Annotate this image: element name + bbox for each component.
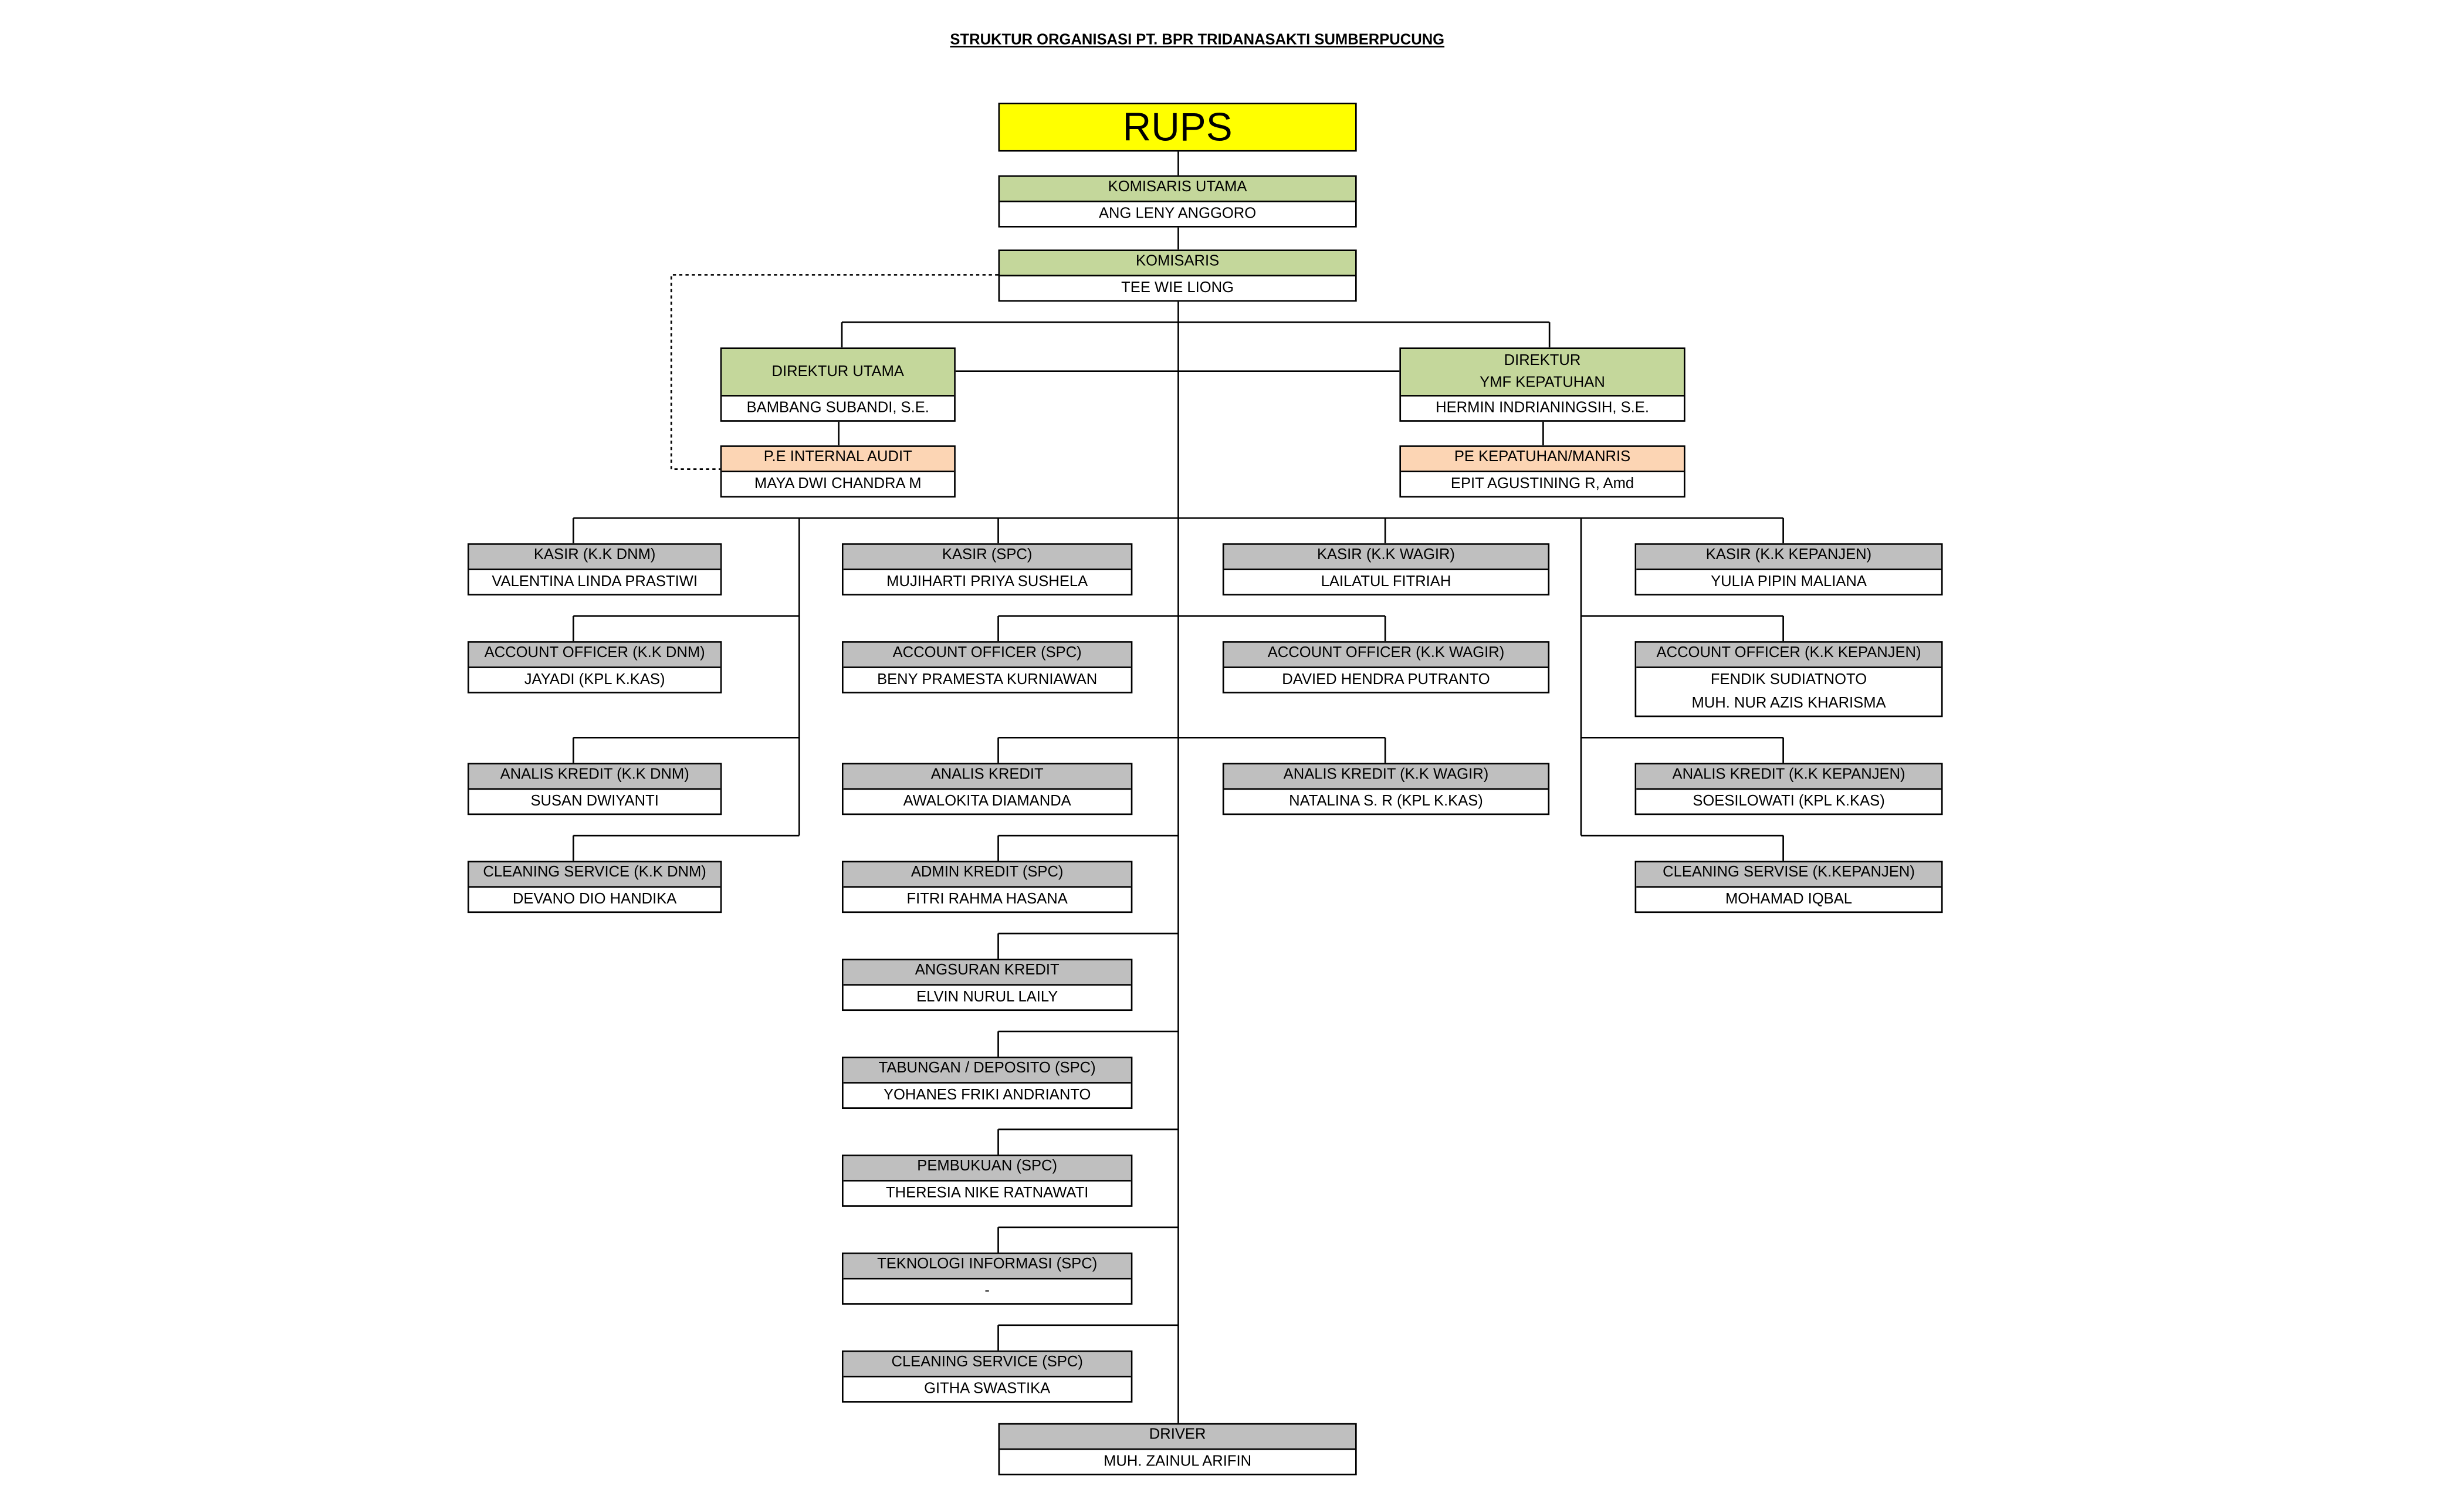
- position-title: PEMBUKUAN (SPC): [843, 1156, 1131, 1181]
- org-box-analis-kredit: ANALIS KREDIT AWALOKITA DIAMANDA: [841, 763, 1133, 814]
- org-box-komisaris-utama: KOMISARIS UTAMA ANG LENY ANGGORO: [998, 175, 1357, 227]
- org-box-direktur-ymf-kepatuhan: DIREKTUR YMF KEPATUHAN HERMIN INDRIANINGS…: [1399, 347, 1685, 422]
- person-name: DEVANO DIO HANDIKA: [512, 890, 677, 908]
- org-box-cleaning-service-spc: CLEANING SERVICE (SPC) GITHA SWASTIKA: [841, 1350, 1133, 1402]
- position-title: ADMIN KREDIT (SPC): [843, 862, 1131, 887]
- org-box-p-e-internal-audit: P.E INTERNAL AUDIT MAYA DWI CHANDRA M: [720, 445, 956, 497]
- org-box-driver: DRIVER MUH. ZAINUL ARIFIN: [998, 1423, 1357, 1475]
- org-box-teknologi-informasi-spc: TEKNOLOGI INFORMASI (SPC) -: [841, 1252, 1133, 1304]
- position-title: DRIVER: [1000, 1424, 1355, 1450]
- person-name: SOESILOWATI (KPL K.KAS): [1693, 792, 1885, 810]
- position-title: PE KEPATUHAN/MANRIS: [1401, 446, 1684, 472]
- position-title: DIREKTUR YMF KEPATUHAN: [1401, 348, 1684, 397]
- position-title: CLEANING SERVICE (K.K DNM): [469, 862, 720, 887]
- person-name: JAYADI (KPL K.KAS): [524, 670, 665, 688]
- person-name: ELVIN NURUL LAILY: [916, 988, 1058, 1006]
- org-box-analis-kredit-k-k-kepanjen: ANALIS KREDIT (K.K KEPANJEN) SOESILOWATI …: [1634, 763, 1943, 814]
- person-name: DAVIED HENDRA PUTRANTO: [1282, 670, 1490, 688]
- org-box-tabungan-deposito-spc: TABUNGAN / DEPOSITO (SPC) YOHANES FRIKI A…: [841, 1057, 1133, 1108]
- person-name: YULIA PIPIN MALIANA: [1711, 572, 1867, 590]
- person-name: FITRI RAHMA HASANA: [906, 890, 1068, 908]
- position-title: TABUNGAN / DEPOSITO (SPC): [843, 1058, 1131, 1083]
- person-name: MAYA DWI CHANDRA M: [754, 475, 922, 492]
- org-box-cleaning-service-k-k-dnm: CLEANING SERVICE (K.K DNM) DEVANO DIO HAN…: [467, 861, 722, 912]
- position-title: KASIR (K.K DNM): [469, 544, 720, 570]
- person-name: MOHAMAD IQBAL: [1725, 890, 1853, 908]
- position-title: CLEANING SERVISE (K.KEPANJEN): [1636, 862, 1941, 887]
- person-name: EPIT AGUSTINING R, Amd: [1450, 475, 1634, 492]
- person-name: MUJIHARTI PRIYA SUSHELA: [886, 572, 1088, 590]
- org-box-direktur-utama: DIREKTUR UTAMA BAMBANG SUBANDI, S.E.: [720, 347, 956, 422]
- person-name: SUSAN DWIYANTI: [530, 792, 659, 810]
- org-box-angsuran-kredit: ANGSURAN KREDIT ELVIN NURUL LAILY: [841, 959, 1133, 1010]
- person-name: FENDIK SUDIATNOTO: [1710, 670, 1867, 688]
- org-box-analis-kredit-k-k-dnm: ANALIS KREDIT (K.K DNM) SUSAN DWIYANTI: [467, 763, 722, 814]
- position-title: ACCOUNT OFFICER (K.K WAGIR): [1224, 642, 1548, 668]
- position-title: CLEANING SERVICE (SPC): [843, 1352, 1131, 1377]
- org-box-account-officer-k-k-wagir: ACCOUNT OFFICER (K.K WAGIR) DAVIED HENDRA…: [1222, 641, 1550, 693]
- org-box-account-officer-spc: ACCOUNT OFFICER (SPC) BENY PRAMESTA KURNI…: [841, 641, 1133, 693]
- chart-title: STRUKTUR ORGANISASI PT. BPR TRIDANASAKTI…: [950, 31, 1445, 49]
- person-name: NATALINA S. R (KPL K.KAS): [1289, 792, 1483, 810]
- position-title: ANALIS KREDIT: [843, 764, 1131, 789]
- position-title: TEKNOLOGI INFORMASI (SPC): [843, 1254, 1131, 1279]
- person-name: BAMBANG SUBANDI, S.E.: [746, 400, 929, 417]
- position-title: DIREKTUR UTAMA: [722, 348, 955, 397]
- person-name: -: [984, 1281, 990, 1299]
- position-title: ACCOUNT OFFICER (K.K DNM): [469, 642, 720, 668]
- position-title: RUPS: [1000, 104, 1355, 150]
- person-name: HERMIN INDRIANINGSIH, S.E.: [1436, 400, 1649, 417]
- position-title: ANGSURAN KREDIT: [843, 960, 1131, 985]
- org-box-admin-kredit-spc: ADMIN KREDIT (SPC) FITRI RAHMA HASANA: [841, 861, 1133, 912]
- dashed-audit-line: [670, 274, 999, 470]
- org-box-pe-kepatuhan-manris: PE KEPATUHAN/MANRIS EPIT AGUSTINING R, Am…: [1399, 445, 1685, 497]
- position-title: KOMISARIS: [1000, 251, 1355, 276]
- person-name: YOHANES FRIKI ANDRIANTO: [883, 1085, 1091, 1104]
- person-name: ANG LENY ANGGORO: [1098, 204, 1257, 222]
- position-title: KASIR (SPC): [843, 544, 1131, 570]
- position-title: P.E INTERNAL AUDIT: [722, 446, 955, 472]
- person-name: AWALOKITA DIAMANDA: [903, 792, 1071, 810]
- position-title: ANALIS KREDIT (K.K KEPANJEN): [1636, 764, 1941, 789]
- position-title: KASIR (K.K WAGIR): [1224, 544, 1548, 570]
- person-name: BENY PRAMESTA KURNIAWAN: [877, 670, 1098, 688]
- person-name: THERESIA NIKE RATNAWATI: [886, 1183, 1089, 1201]
- position-title: ACCOUNT OFFICER (SPC): [843, 642, 1131, 668]
- person-name: VALENTINA LINDA PRASTIWI: [492, 572, 698, 590]
- org-box-account-officer-k-k-dnm: ACCOUNT OFFICER (K.K DNM) JAYADI (KPL K.K…: [467, 641, 722, 693]
- person-name: MUH. NUR AZIS KHARISMA: [1691, 694, 1886, 712]
- org-box-kasir-spc: KASIR (SPC) MUJIHARTI PRIYA SUSHELA: [841, 543, 1133, 595]
- person-name: GITHA SWASTIKA: [924, 1379, 1051, 1397]
- org-box-kasir-k-k-kepanjen: KASIR (K.K KEPANJEN) YULIA PIPIN MALIANA: [1634, 543, 1943, 595]
- org-box-kasir-k-k-wagir: KASIR (K.K WAGIR) LAILATUL FITRIAH: [1222, 543, 1550, 595]
- position-title: KOMISARIS UTAMA: [1000, 177, 1355, 202]
- person-name: MUH. ZAINUL ARIFIN: [1104, 1452, 1252, 1470]
- person-name: TEE WIE LIONG: [1121, 279, 1234, 296]
- org-box-analis-kredit-k-k-wagir: ANALIS KREDIT (K.K WAGIR) NATALINA S. R (…: [1222, 763, 1550, 814]
- position-title: ANALIS KREDIT (K.K DNM): [469, 764, 720, 789]
- person-name: LAILATUL FITRIAH: [1321, 572, 1451, 590]
- org-box-cleaning-servise-k-kepanjen: CLEANING SERVISE (K.KEPANJEN) MOHAMAD IQB…: [1634, 861, 1943, 912]
- position-title: ANALIS KREDIT (K.K WAGIR): [1224, 764, 1548, 789]
- org-box-kasir-k-k-dnm: KASIR (K.K DNM) VALENTINA LINDA PRASTIWI: [467, 543, 722, 595]
- org-box-rups: RUPS: [998, 102, 1357, 152]
- org-box-komisaris: KOMISARIS TEE WIE LIONG: [998, 249, 1357, 301]
- org-box-account-officer-k-k-kepanjen: ACCOUNT OFFICER (K.K KEPANJEN) FENDIK SUD…: [1634, 641, 1943, 716]
- position-title: ACCOUNT OFFICER (K.K KEPANJEN): [1636, 642, 1941, 668]
- org-box-pembukuan-spc: PEMBUKUAN (SPC) THERESIA NIKE RATNAWATI: [841, 1155, 1133, 1206]
- position-title: KASIR (K.K KEPANJEN): [1636, 544, 1941, 570]
